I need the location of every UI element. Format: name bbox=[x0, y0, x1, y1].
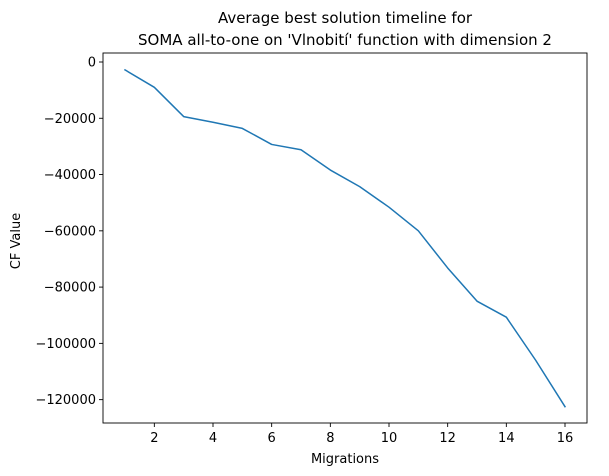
chart-title-line-1: Average best solution timeline for bbox=[218, 9, 473, 27]
y-tick-label: −80000 bbox=[44, 281, 96, 296]
y-tick-label: −60000 bbox=[44, 224, 96, 239]
x-tick-label: 2 bbox=[150, 431, 158, 446]
x-axis-label: Migrations bbox=[311, 452, 379, 467]
x-tick-label: 6 bbox=[268, 431, 276, 446]
y-tick-label: −100000 bbox=[35, 337, 96, 352]
x-tick-label: 16 bbox=[557, 431, 574, 446]
x-tick-label: 12 bbox=[439, 431, 456, 446]
x-tick-label: 4 bbox=[209, 431, 217, 446]
chart-title-line-2: SOMA all-to-one on 'Vlnobití' function w… bbox=[138, 31, 552, 49]
y-axis-label: CF Value bbox=[9, 213, 24, 269]
y-tick-label: −120000 bbox=[35, 393, 96, 408]
series-line-0 bbox=[123, 68, 567, 408]
x-tick-label: 8 bbox=[326, 431, 334, 446]
y-tick-label: −40000 bbox=[44, 168, 96, 183]
plot-frame bbox=[102, 52, 588, 424]
y-tick-label: 0 bbox=[88, 56, 96, 71]
y-tick-label: −20000 bbox=[44, 112, 96, 127]
x-tick-label: 14 bbox=[498, 431, 515, 446]
plot-area: 2 4 6 8 10 12 14 16 0 −20000 −40000 −60000 −80000 −10… bbox=[35, 52, 588, 446]
x-tick-label: 10 bbox=[381, 431, 398, 446]
